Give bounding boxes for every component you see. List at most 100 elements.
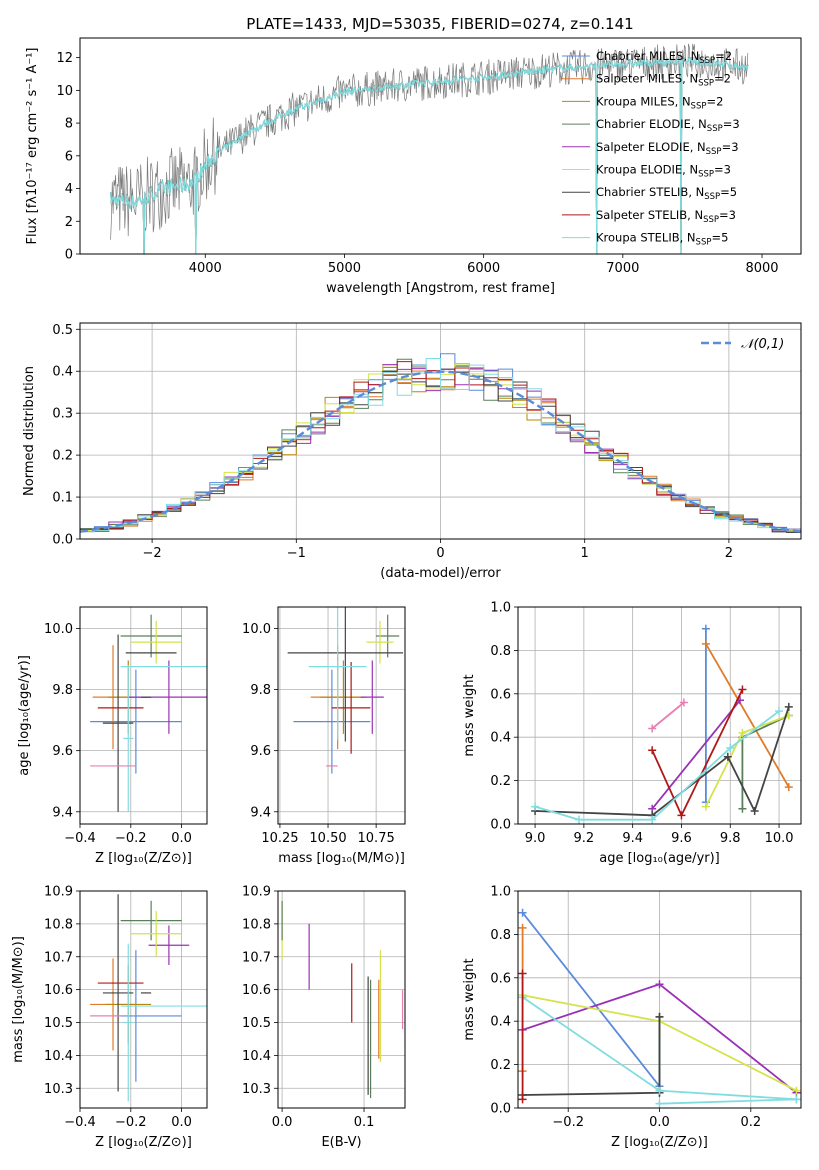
plus-marker — [648, 724, 657, 733]
mass-weight-lines — [531, 624, 793, 824]
axes-frame — [277, 606, 406, 825]
y-tick-label: 1.0 — [490, 601, 511, 616]
axes-frame — [79, 606, 208, 825]
mass-weight-line — [705, 643, 790, 788]
plus-marker — [518, 923, 527, 932]
plus-marker — [726, 744, 735, 753]
y-tick-label: 1.0 — [490, 885, 511, 900]
legend-entry: Salpeter MILES, NSSP=2 — [596, 72, 731, 89]
y-tick-label: 10.0 — [242, 622, 271, 637]
x-tick-label: 0.0 — [272, 1115, 293, 1130]
histogram-step-9 — [80, 358, 801, 533]
figure-title: PLATE=1433, MJD=53035, FIBERID=0274, z=0… — [246, 15, 633, 33]
errorbar-group — [287, 607, 404, 774]
legend-entry: 𝒩(0,1) — [741, 337, 784, 352]
y-tick-label: 0.4 — [52, 365, 73, 380]
x-tick-label: 1 — [581, 546, 589, 561]
axes-frame — [79, 890, 208, 1109]
legend-entry: Kroupa STELIB, NSSP=5 — [596, 231, 728, 248]
y-tick-label: 10.9 — [242, 885, 271, 900]
mass-weight-line — [521, 912, 661, 1091]
y-axis-label: Flux [fλ10⁻¹⁷ erg cm⁻² s⁻¹ A⁻¹] — [25, 48, 40, 245]
x-tick-label: −0.2 — [115, 831, 147, 846]
plus-marker — [655, 1099, 664, 1108]
x-tick-label: 9.8 — [720, 831, 741, 846]
y-tick-label: 9.6 — [52, 744, 73, 759]
x-tick-label: 0 — [436, 546, 444, 561]
x-tick-label: 9.6 — [671, 831, 692, 846]
gaussian-reference-curve — [80, 370, 801, 533]
x-axis-label: age [log₁₀(age/yr)] — [599, 851, 720, 866]
x-tick-label: 8000 — [745, 261, 778, 276]
y-tick-label: 0.0 — [490, 1102, 511, 1117]
y-tick-label: 10.3 — [44, 1082, 73, 1097]
y-tick-label: 12 — [56, 51, 73, 66]
y-tick-label: 2 — [65, 215, 73, 230]
plus-marker — [677, 811, 686, 820]
x-axis-label: (data-model)/error — [380, 566, 501, 581]
y-tick-label: 0.2 — [490, 774, 511, 789]
spectrum-panel: 4000 5000 6000 7000 8000 0 2 4 6 8 10 12 wavelength … — [25, 37, 802, 296]
axes-frame — [79, 37, 802, 255]
x-tick-label: 0.0 — [171, 1115, 192, 1130]
plus-marker — [750, 806, 759, 815]
plus-marker — [775, 707, 784, 716]
y-tick-label: 10.6 — [242, 983, 271, 998]
plus-marker — [723, 752, 732, 761]
x-tick-label: 4000 — [189, 261, 222, 276]
y-tick-label: 0.0 — [490, 818, 511, 833]
y-tick-label: 10.9 — [44, 885, 73, 900]
y-tick-label: 9.4 — [250, 805, 271, 820]
legend-entry: Chabrier STELIB, NSSP=5 — [596, 185, 737, 202]
errorbar-group — [281, 900, 404, 1099]
y-tick-label: 10.8 — [242, 917, 271, 932]
plus-marker — [518, 969, 527, 978]
y-tick-label: 10 — [56, 84, 73, 99]
plus-marker — [738, 804, 747, 813]
x-axis-label: Z [log₁₀(Z/Z⊙)] — [95, 851, 192, 866]
y-tick-label: 10.8 — [44, 917, 73, 932]
y-tick-label: 9.8 — [250, 683, 271, 698]
y-tick-label: 0.4 — [490, 1015, 511, 1030]
y-tick-label: 10.7 — [242, 950, 271, 965]
axes-frame — [79, 322, 802, 540]
legend-entry: Salpeter ELODIE, NSSP=3 — [596, 140, 739, 157]
x-tick-label: 9.2 — [574, 831, 595, 846]
y-tick-label: 0.6 — [490, 687, 511, 702]
axes-frame — [277, 890, 406, 1109]
x-tick-label: 0.1 — [354, 1115, 375, 1130]
x-tick-label: 0.2 — [740, 1115, 761, 1130]
mass-vs-ebv-panel: 0.0 0.1 10.3 10.4 10.5 10.6 10.7 10.8 10.9 E(B-V) — [242, 885, 406, 1150]
mass-weight-vs-age-panel: 9.0 9.2 9.4 9.6 9.8 10.0 0.0 0.2 0.4 0.6 0.8 1.0 age… — [462, 601, 802, 866]
plus-marker — [792, 1095, 801, 1104]
y-tick-label: 0 — [65, 248, 73, 263]
plus-marker — [574, 815, 583, 824]
legend-entry: Salpeter STELIB, NSSP=3 — [596, 208, 736, 225]
mass-weight-line — [659, 1098, 797, 1105]
plus-marker — [655, 1086, 664, 1095]
plus-marker — [518, 908, 527, 917]
axes-frame — [517, 890, 802, 1109]
plus-marker — [679, 698, 688, 707]
y-tick-label: 10.5 — [242, 1016, 271, 1031]
plus-marker — [648, 815, 657, 824]
x-axis-label: wavelength [Angstrom, rest frame] — [326, 281, 555, 296]
y-tick-label: 8 — [65, 117, 73, 132]
x-tick-label: −0.2 — [115, 1115, 147, 1130]
plus-marker — [784, 702, 793, 711]
errorbar-group — [90, 614, 207, 812]
plus-marker — [531, 802, 540, 811]
plus-marker — [655, 1012, 664, 1021]
x-tick-label: 9.4 — [622, 831, 643, 846]
x-axis-label: Z [log₁₀(Z/Z⊙)] — [611, 1135, 708, 1150]
y-tick-label: 10.5 — [44, 1016, 73, 1031]
x-tick-label: 10.0 — [765, 831, 794, 846]
legend-entry: Kroupa ELODIE, NSSP=3 — [596, 163, 731, 180]
legend-entry: Chabrier MILES, NSSP=2 — [596, 49, 732, 66]
y-tick-label: 10.3 — [242, 1082, 271, 1097]
x-tick-label: 9.0 — [525, 831, 546, 846]
mass-weight-lines — [518, 908, 801, 1108]
model-spectrum-line — [110, 56, 749, 254]
plus-marker — [655, 980, 664, 989]
y-axis-label: mass [log₁₀(M/M⊙)] — [11, 936, 26, 1063]
